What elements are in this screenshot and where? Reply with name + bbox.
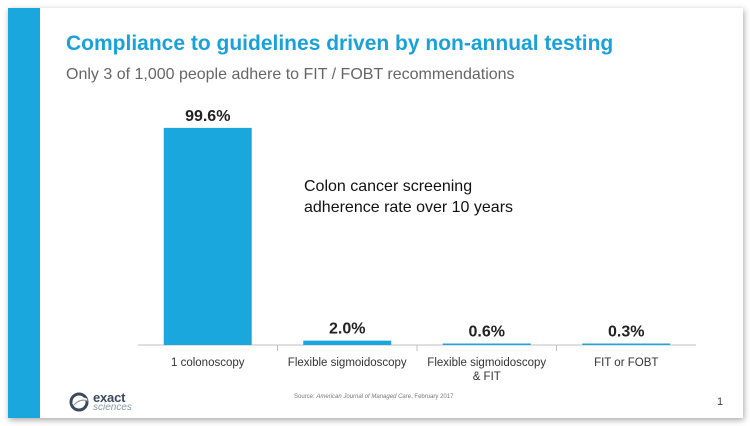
bar xyxy=(163,127,252,345)
category-label: Flexible sigmoidoscopy xyxy=(288,357,407,369)
logo-wordmark-sciences: sciences xyxy=(93,402,132,413)
accent-sidebar xyxy=(8,8,40,418)
category-label: FIT or FOBT xyxy=(594,357,658,369)
slide-title: Compliance to guidelines driven by non-a… xyxy=(66,32,614,55)
chart-annotation: Colon cancer screening adherence rate ov… xyxy=(304,176,513,218)
bar-chart: 99.6% 1 colonoscopy 2.0% Flexible sigmoidos… xyxy=(138,108,696,383)
logo-wordmark-exact: exact xyxy=(93,390,126,405)
source-suffix: , February 2017 xyxy=(411,394,454,400)
category-label: Flexible sigmoidoscopy xyxy=(427,357,546,369)
bar xyxy=(442,343,531,345)
category-label: & FIT xyxy=(473,371,501,383)
slide: Compliance to guidelines driven by non-a… xyxy=(8,8,743,418)
data-label: 0.3% xyxy=(608,324,644,341)
bar xyxy=(582,343,671,345)
data-label: 99.6% xyxy=(185,108,230,125)
exact-sciences-swirl-icon xyxy=(69,392,89,412)
annotation-line-2: adherence rate over 10 years xyxy=(304,199,514,216)
source-citation: Source: American Journal of Managed Care… xyxy=(294,394,453,400)
bar xyxy=(303,340,392,345)
data-label: 0.6% xyxy=(469,324,505,341)
source-prefix: Source: xyxy=(294,394,317,400)
annotation-line-1: Colon cancer screening xyxy=(304,178,473,195)
page-number: 1 xyxy=(717,396,724,408)
data-label: 2.0% xyxy=(329,321,365,338)
category-label: 1 colonoscopy xyxy=(171,357,245,369)
slide-subtitle: Only 3 of 1,000 people adhere to FIT / F… xyxy=(66,66,515,83)
source-publication: American Journal of Managed Care xyxy=(316,394,412,400)
